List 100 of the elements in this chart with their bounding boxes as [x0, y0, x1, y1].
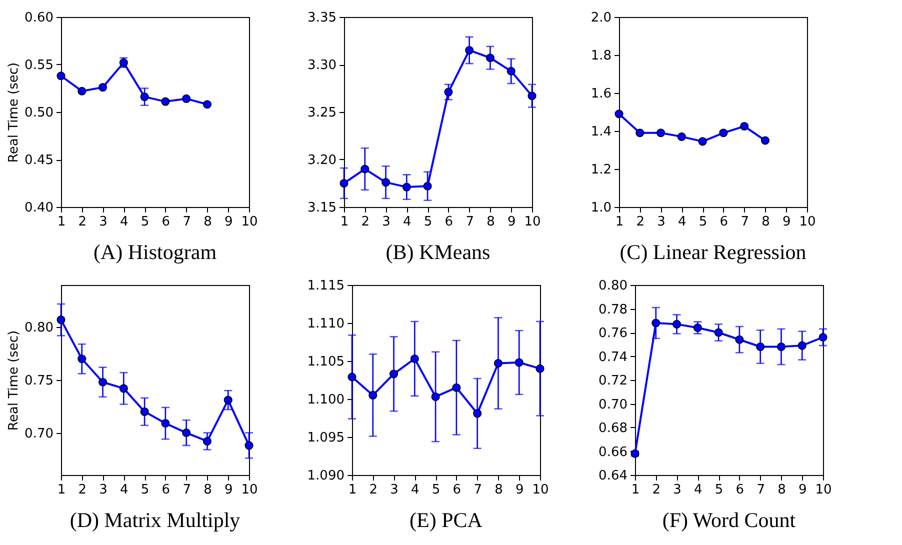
y-tick-label: 1.115	[307, 278, 344, 294]
point	[224, 396, 232, 404]
point	[423, 182, 432, 190]
point	[56, 72, 66, 80]
y-tick-label: 1.0	[590, 200, 612, 216]
x-tick-label: 1	[348, 482, 357, 498]
y-tick-label: 3.20	[308, 153, 336, 168]
y-tick-label: 3.25	[308, 106, 336, 120]
x-tick-label: 10	[241, 214, 258, 230]
point	[776, 342, 786, 352]
point	[402, 182, 411, 192]
x-tick-label: 7	[474, 482, 482, 498]
x-tick-label: 1	[57, 482, 66, 498]
x-tick-label: 10	[241, 482, 258, 498]
point	[410, 354, 419, 363]
text: (B) KMeans	[386, 240, 490, 264]
x-tick-label: 3	[99, 482, 108, 498]
point	[98, 378, 108, 386]
x-tick-label: 2	[636, 214, 645, 230]
text: (D) Matrix Multiply	[70, 508, 241, 532]
point	[698, 137, 707, 146]
y-tick-label: 0.76	[598, 326, 628, 341]
y-tick-label: 0.78	[598, 302, 628, 318]
point	[140, 407, 149, 416]
x-tick-label: 4	[120, 482, 128, 498]
x-tick-label: 5	[698, 214, 708, 230]
x-tick-label: 3	[673, 482, 682, 498]
x-tick-label: 1	[57, 214, 66, 230]
y-tick-label: 1.095	[307, 430, 344, 446]
x-tick-label: 8	[494, 482, 503, 498]
point	[652, 318, 660, 328]
point	[202, 436, 212, 446]
x-tick-label: 4	[411, 482, 420, 498]
y-tick-label: 1.8	[590, 48, 612, 64]
x-tick-label: 4	[120, 214, 128, 230]
x-tick-label: 9	[224, 482, 233, 498]
y-tick-label: 0.45	[24, 153, 54, 168]
point	[465, 46, 474, 55]
x-tick-label: 4	[403, 214, 412, 230]
point	[486, 54, 494, 62]
y-tick-label: 3.15	[308, 200, 336, 216]
x-tick-label: 10	[799, 214, 816, 230]
x-tick-label: 7	[466, 214, 474, 230]
x-tick-label: 6	[162, 214, 170, 230]
point	[452, 383, 461, 392]
text: (E) PCA	[410, 508, 484, 532]
x-tick-label: 1	[615, 214, 624, 230]
x-tick-label: 9	[515, 482, 524, 498]
x-tick-label: 8	[204, 482, 212, 498]
y-tick-label: 0.80	[598, 278, 628, 294]
x-tick-label: 3	[390, 482, 398, 498]
x-tick-label: 9	[507, 214, 516, 230]
x-tick-label: 5	[714, 482, 724, 498]
point	[348, 372, 356, 382]
point	[798, 341, 806, 350]
point	[78, 354, 86, 364]
x-tick-label: 7	[182, 214, 191, 230]
x-tick-label: 3	[382, 214, 390, 230]
y-tick-label: 0.70	[24, 426, 54, 442]
x-tick-label: 7	[182, 482, 191, 498]
y-tick-label: 0.80	[24, 320, 54, 336]
point	[756, 342, 765, 352]
x-tick-label: 4	[694, 482, 702, 498]
point	[494, 359, 502, 368]
y-tick-label: 0.66	[598, 444, 628, 460]
x-tick-label: 3	[99, 214, 108, 230]
x-tick-label: 10	[532, 482, 549, 498]
point	[444, 88, 453, 96]
point	[760, 136, 770, 145]
x-tick-label: 10	[524, 214, 541, 230]
x-tick-label: 5	[432, 482, 440, 498]
x-tick-label: 1	[631, 482, 640, 498]
x-tick-label: 8	[486, 214, 495, 230]
point	[506, 66, 516, 76]
point	[360, 164, 370, 174]
y-tick-label: 3.30	[308, 58, 336, 73]
x-tick-label: 2	[369, 482, 378, 498]
point	[140, 92, 149, 102]
y-tick-label: 1.110	[307, 316, 344, 332]
y-tick-label: 0.50	[24, 106, 54, 120]
text: (A) Histogram	[93, 240, 217, 264]
x-tick-label: 2	[78, 214, 87, 230]
point	[656, 128, 666, 138]
y-axis-title: Real Time (sec)	[6, 330, 22, 431]
point	[818, 332, 828, 342]
point	[78, 86, 86, 96]
point	[202, 100, 212, 109]
x-tick-label: 8	[204, 214, 212, 230]
x-tick-label: 9	[798, 482, 807, 498]
y-axis-title: Real Time (sec)	[6, 62, 22, 163]
point	[390, 370, 398, 378]
x-tick-label: 6	[444, 214, 454, 230]
point	[382, 178, 390, 187]
point	[182, 94, 191, 103]
x-tick-label: 10	[815, 482, 832, 498]
x-tick-label: 6	[720, 214, 728, 230]
x-tick-label: 7	[740, 214, 749, 230]
y-tick-label: 0.72	[598, 374, 628, 388]
point	[244, 441, 254, 450]
x-tick-label: 9	[224, 214, 233, 230]
